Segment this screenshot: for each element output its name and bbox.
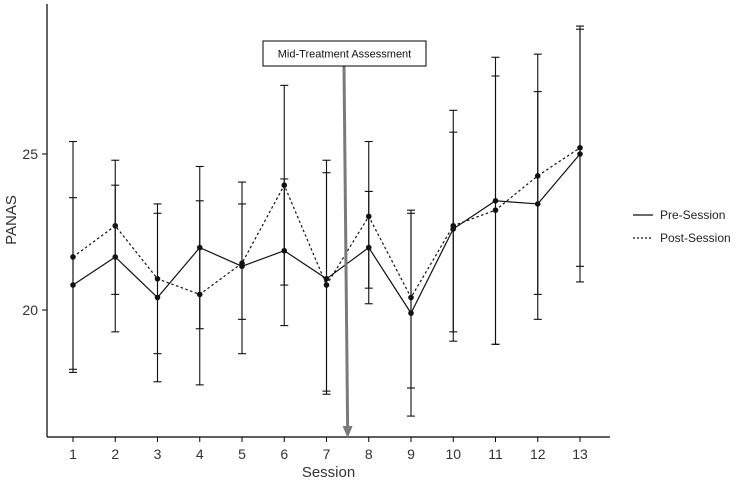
legend-label-pre-session: Pre-Session (660, 208, 725, 222)
pre-session-point (577, 151, 583, 157)
pre-session-point (492, 198, 499, 204)
x-tick-label: 7 (323, 446, 331, 462)
x-tick-label: 3 (154, 446, 162, 462)
axes (46, 4, 610, 438)
annotation-arrow-line (342, 65, 350, 429)
pre-session-point (281, 247, 288, 254)
x-tick-label: 12 (530, 446, 546, 462)
pre-session-point (323, 276, 330, 282)
post-session-point (577, 144, 583, 151)
x-axis-ticks: 1 2 3 4 5 6 7 8 9 10 11 12 13 (69, 437, 588, 462)
annotation-arrow-head (342, 426, 353, 438)
data-points (70, 144, 583, 316)
x-tick-label: 2 (111, 446, 119, 462)
legend-label-post-session: Post-Session (660, 231, 731, 245)
post-session-point (365, 213, 372, 220)
post-session-point (450, 222, 457, 229)
x-tick-label: 4 (196, 446, 204, 462)
annotation-box (262, 40, 427, 67)
post-session-point (239, 260, 245, 267)
pre-session-point (408, 310, 414, 316)
mid-treatment-annotation: Mid-Treatment Assessment (262, 40, 427, 438)
annotation-text: Mid-Treatment Assessment (278, 49, 411, 61)
post-session-point (408, 294, 414, 301)
y-tick-label: 25 (22, 146, 38, 162)
post-session-point (281, 182, 288, 188)
post-session-point (112, 222, 119, 229)
post-session-point (196, 291, 203, 298)
x-tick-label: 8 (365, 446, 373, 462)
post-session-point (534, 173, 541, 179)
pre-session-point (365, 244, 372, 251)
x-tick-label: 10 (445, 446, 461, 462)
error-bars (69, 25, 584, 417)
x-tick-label: 11 (488, 446, 503, 462)
pre-session-point (70, 282, 76, 288)
y-axis-title: PANAS (3, 195, 20, 245)
pre-session-point (196, 244, 203, 251)
x-axis-title: Session (302, 464, 355, 481)
legend: Pre-Session Post-Session (633, 208, 731, 245)
post-session-point (492, 207, 499, 213)
post-session-point (154, 276, 161, 282)
pre-session-point (112, 254, 119, 260)
x-tick-label: 1 (69, 446, 77, 462)
x-tick-label: 13 (572, 446, 588, 462)
post-session-point (323, 282, 330, 288)
post-session-point (70, 254, 76, 260)
y-tick-label: 20 (22, 302, 38, 318)
x-tick-label: 5 (238, 446, 246, 462)
x-tick-label: 9 (407, 446, 415, 462)
pre-session-point (154, 294, 161, 301)
pre-session-point (534, 201, 541, 207)
x-tick-label: 6 (280, 446, 288, 462)
